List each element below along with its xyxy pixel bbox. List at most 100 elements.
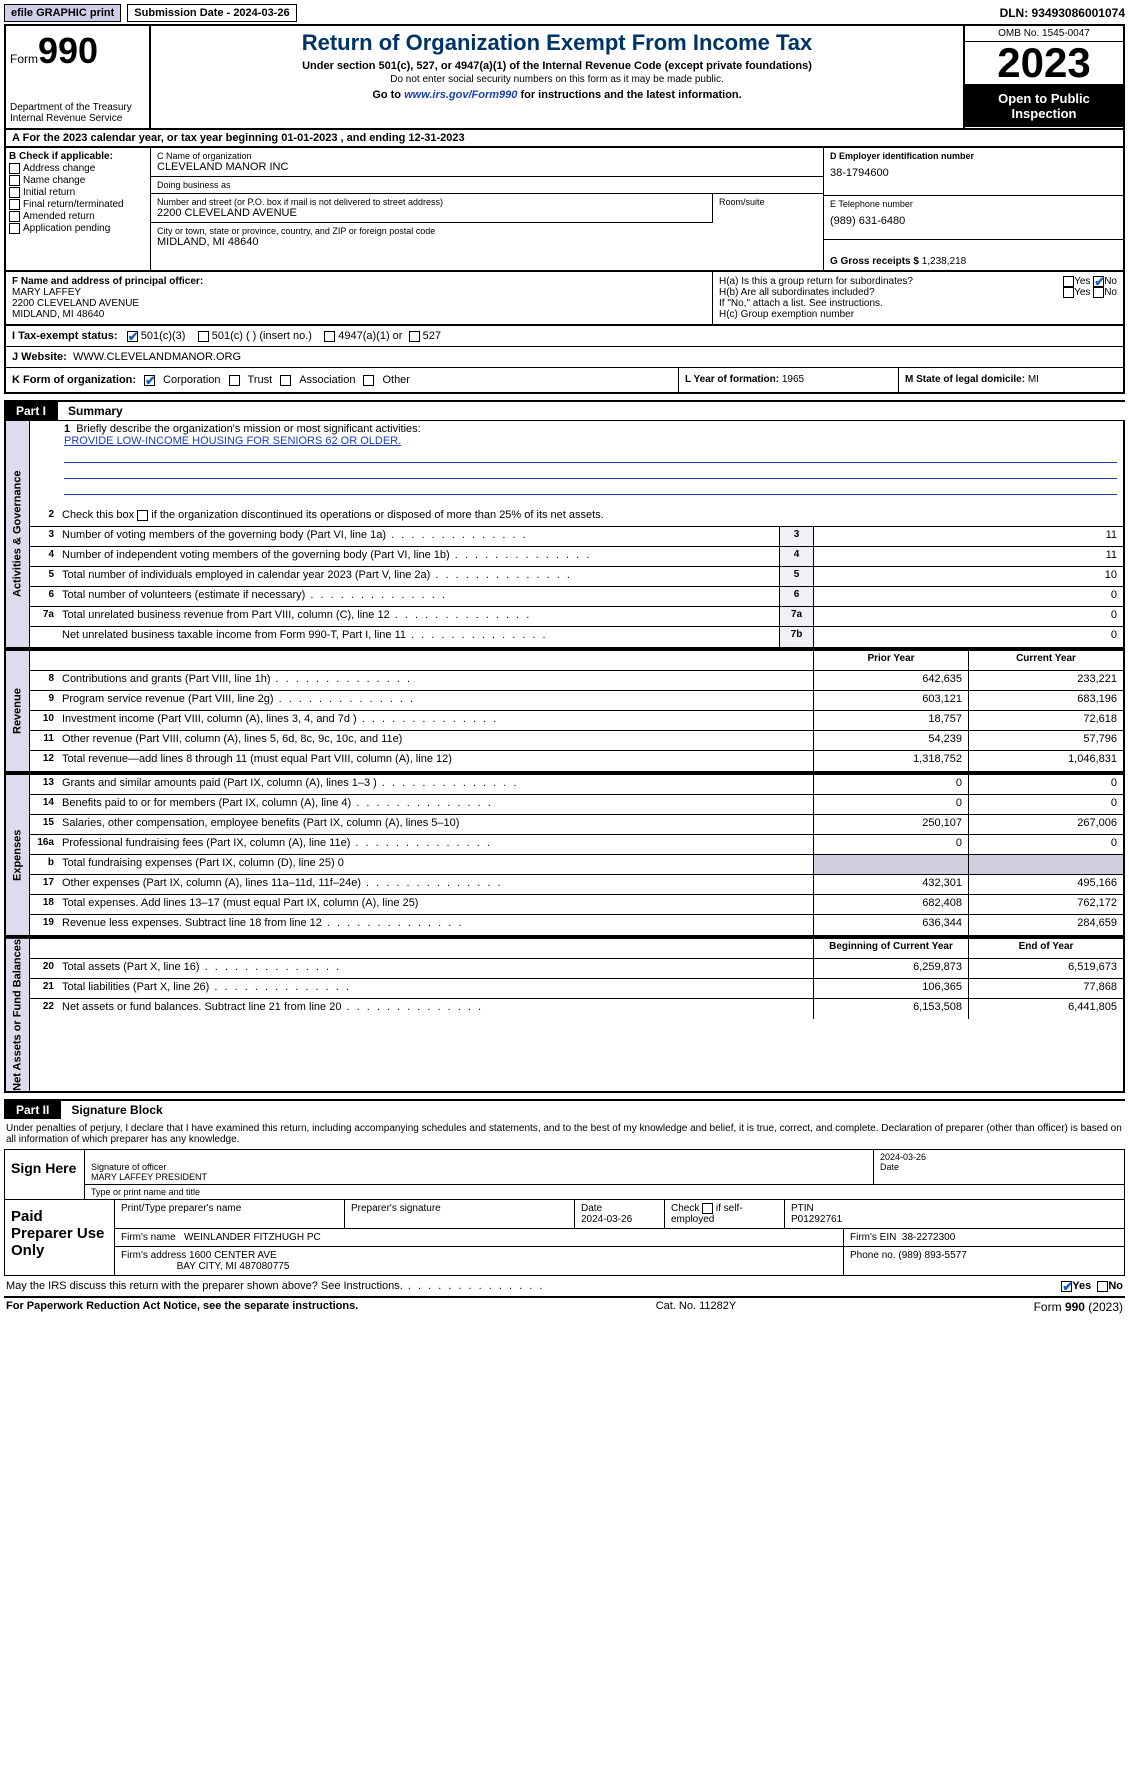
val-7b: 0 xyxy=(813,627,1123,647)
identity-block: B Check if applicable: Address change Na… xyxy=(4,148,1125,272)
form-header: Form990 Department of the Treasury Inter… xyxy=(4,26,1125,130)
tab-governance: Activities & Governance xyxy=(6,421,30,647)
val-12p: 1,318,752 xyxy=(813,751,968,771)
checkbox-discuss-no[interactable] xyxy=(1097,1281,1108,1292)
cat-no: Cat. No. 11282Y xyxy=(656,1300,737,1314)
checkbox-name-change[interactable] xyxy=(9,175,20,186)
irs-link[interactable]: www.irs.gov/Form990 xyxy=(404,89,517,101)
checkbox-ha-no[interactable] xyxy=(1093,276,1104,287)
officer-name: MARY LAFFEY xyxy=(12,287,706,298)
val-14c: 0 xyxy=(968,795,1123,814)
firm-addr2: BAY CITY, MI 487080775 xyxy=(177,1261,290,1272)
firm-name: WEINLANDER FITZHUGH PC xyxy=(184,1232,321,1243)
gross-receipts: 1,238,218 xyxy=(922,256,967,267)
checkbox-discuss-yes[interactable] xyxy=(1061,1281,1072,1292)
summary-governance: Activities & Governance 1 Briefly descri… xyxy=(4,420,1125,649)
val-19p: 636,344 xyxy=(813,915,968,935)
val-17c: 495,166 xyxy=(968,875,1123,894)
val-13c: 0 xyxy=(968,775,1123,794)
sig-date: 2024-03-26 xyxy=(880,1152,926,1162)
val-4: 11 xyxy=(813,547,1123,566)
form-number: Form990 xyxy=(10,30,145,72)
val-15c: 267,006 xyxy=(968,815,1123,834)
efile-button[interactable]: efile GRAPHIC print xyxy=(4,4,121,22)
val-10c: 72,618 xyxy=(968,711,1123,730)
row-k: K Form of organization: Corporation Trus… xyxy=(4,368,1125,394)
checkbox-initial-return[interactable] xyxy=(9,187,20,198)
val-5: 10 xyxy=(813,567,1123,586)
ssn-note: Do not enter social security numbers on … xyxy=(159,74,955,85)
val-21p: 106,365 xyxy=(813,979,968,998)
box-c: C Name of organizationCLEVELAND MANOR IN… xyxy=(151,148,823,270)
val-8p: 642,635 xyxy=(813,671,968,690)
val-11p: 54,239 xyxy=(813,731,968,750)
checkbox-other[interactable] xyxy=(363,375,374,386)
checkbox-501c[interactable] xyxy=(198,331,209,342)
checkbox-trust[interactable] xyxy=(229,375,240,386)
val-18c: 762,172 xyxy=(968,895,1123,914)
sign-here-block: Sign Here Signature of officerMARY LAFFE… xyxy=(4,1150,1125,1200)
checkbox-hb-yes[interactable] xyxy=(1063,287,1074,298)
part1-header: Part I Summary xyxy=(4,400,1125,420)
checkbox-hb-no[interactable] xyxy=(1093,287,1104,298)
submission-date: Submission Date - 2024-03-26 xyxy=(127,4,296,22)
tab-expenses: Expenses xyxy=(6,775,30,935)
val-20p: 6,259,873 xyxy=(813,959,968,978)
checkbox-4947[interactable] xyxy=(324,331,335,342)
firm-addr1: 1600 CENTER AVE xyxy=(189,1250,277,1261)
checkbox-ha-yes[interactable] xyxy=(1063,276,1074,287)
perjury-statement: Under penalties of perjury, I declare th… xyxy=(4,1119,1125,1150)
shaded-16bc xyxy=(968,855,1123,874)
checkbox-assoc[interactable] xyxy=(280,375,291,386)
checkbox-501c3[interactable] xyxy=(127,331,138,342)
val-10p: 18,757 xyxy=(813,711,968,730)
checkbox-527[interactable] xyxy=(409,331,420,342)
prep-date: 2024-03-26 xyxy=(581,1214,632,1225)
checkbox-app-pending[interactable] xyxy=(9,223,20,234)
val-6: 0 xyxy=(813,587,1123,606)
tab-net-assets: Net Assets or Fund Balances xyxy=(6,939,30,1091)
checkbox-discontinued[interactable] xyxy=(137,510,148,521)
ptin: P01292761 xyxy=(791,1214,842,1225)
row-j: J Website: WWW.CLEVELANDMANOR.ORG xyxy=(4,347,1125,368)
val-18p: 682,408 xyxy=(813,895,968,914)
mission-text: PROVIDE LOW-INCOME HOUSING FOR SENIORS 6… xyxy=(64,435,401,447)
city-state-zip: MIDLAND, MI 48640 xyxy=(157,236,817,248)
shaded-16bp xyxy=(813,855,968,874)
val-20c: 6,519,673 xyxy=(968,959,1123,978)
paid-preparer-block: Paid Preparer Use Only Print/Type prepar… xyxy=(4,1200,1125,1276)
top-bar: efile GRAPHIC print Submission Date - 20… xyxy=(4,4,1125,26)
checkbox-final-return[interactable] xyxy=(9,199,20,210)
summary-expenses: Expenses 13Grants and similar amounts pa… xyxy=(4,773,1125,937)
checkbox-corp[interactable] xyxy=(144,375,155,386)
box-b: B Check if applicable: Address change Na… xyxy=(6,148,151,270)
firm-ein: 38-2272300 xyxy=(902,1232,955,1243)
checkbox-amended[interactable] xyxy=(9,211,20,222)
firm-phone: (989) 893-5577 xyxy=(898,1250,966,1261)
checkbox-self-employed[interactable] xyxy=(702,1203,713,1214)
val-13p: 0 xyxy=(813,775,968,794)
val-12c: 1,046,831 xyxy=(968,751,1123,771)
val-9p: 603,121 xyxy=(813,691,968,710)
officer-sig: MARY LAFFEY PRESIDENT xyxy=(91,1172,207,1182)
page-footer: For Paperwork Reduction Act Notice, see … xyxy=(4,1298,1125,1316)
val-15p: 250,107 xyxy=(813,815,968,834)
ein: 38-1794600 xyxy=(830,161,1117,179)
dln-number: DLN: 93493086001074 xyxy=(1000,6,1125,20)
val-11c: 57,796 xyxy=(968,731,1123,750)
val-8c: 233,221 xyxy=(968,671,1123,690)
checkbox-address-change[interactable] xyxy=(9,163,20,174)
val-9c: 683,196 xyxy=(968,691,1123,710)
val-19c: 284,659 xyxy=(968,915,1123,935)
tax-year: 2023 xyxy=(965,42,1123,85)
val-16ac: 0 xyxy=(968,835,1123,854)
val-3: 11 xyxy=(813,527,1123,546)
state-domicile: MI xyxy=(1028,374,1039,385)
year-formation: 1965 xyxy=(782,374,804,385)
tax-period: A For the 2023 calendar year, or tax yea… xyxy=(4,130,1125,148)
part2-header: Part II Signature Block xyxy=(4,1099,1125,1119)
val-17p: 432,301 xyxy=(813,875,968,894)
instructions-link: Go to www.irs.gov/Form990 for instructio… xyxy=(159,89,955,101)
fgh-block: F Name and address of principal officer:… xyxy=(4,272,1125,326)
val-22c: 6,441,805 xyxy=(968,999,1123,1019)
